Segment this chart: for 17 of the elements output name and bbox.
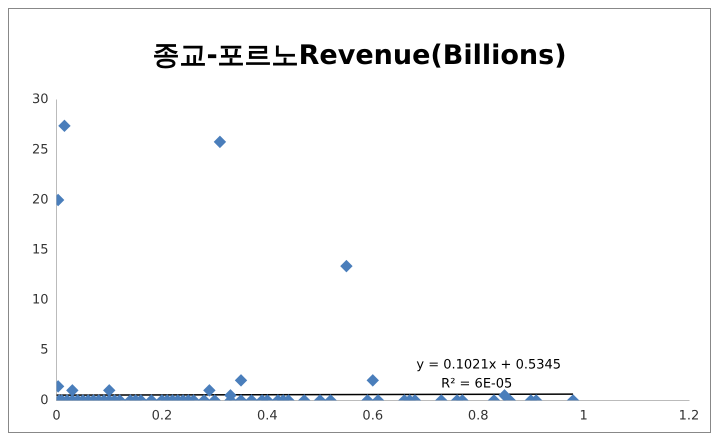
y-tick-label: 30 — [32, 92, 49, 108]
x-tick-label: 0.4 — [257, 408, 278, 424]
chart-title: 종교-포르노Revenue(Billions) — [151, 39, 568, 73]
y-tick-label: 5 — [40, 342, 49, 358]
x-tick-label: 0.6 — [362, 408, 384, 424]
x-tick-label: 0.8 — [468, 408, 489, 424]
annotation: R² = 6E-05 — [441, 376, 512, 392]
x-tick-label: 1 — [579, 408, 588, 424]
x-tick-label: 0 — [52, 408, 61, 424]
x-tick-label: 0.2 — [152, 408, 172, 424]
y-tick-label: 15 — [32, 242, 49, 258]
y-tick-label: 20 — [32, 192, 49, 208]
x-tick-label: 1.2 — [678, 408, 700, 424]
annotation: y = 0.1021x + 0.5345 — [416, 357, 562, 372]
y-tick-label: 0 — [40, 392, 49, 408]
y-tick-label: 25 — [32, 142, 49, 158]
y-tick-label: 10 — [32, 292, 49, 308]
